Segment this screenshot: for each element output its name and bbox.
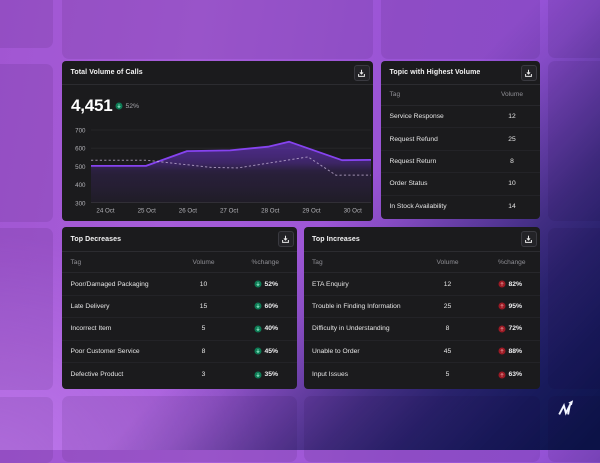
svg-text:24 Oct: 24 Oct [96,208,115,215]
svg-text:400: 400 [75,182,86,189]
svg-text:500: 500 [75,164,86,171]
svg-text:26 Oct: 26 Oct [179,208,198,215]
svg-text:27 Oct: 27 Oct [220,208,239,215]
svg-text:600: 600 [75,146,86,153]
svg-text:25 Oct: 25 Oct [138,208,157,215]
svg-text:29 Oct: 29 Oct [302,208,321,215]
svg-text:300: 300 [75,201,86,208]
svg-text:28 Oct: 28 Oct [261,208,280,215]
svg-text:30 Oct: 30 Oct [344,208,363,215]
svg-text:700: 700 [75,127,86,134]
